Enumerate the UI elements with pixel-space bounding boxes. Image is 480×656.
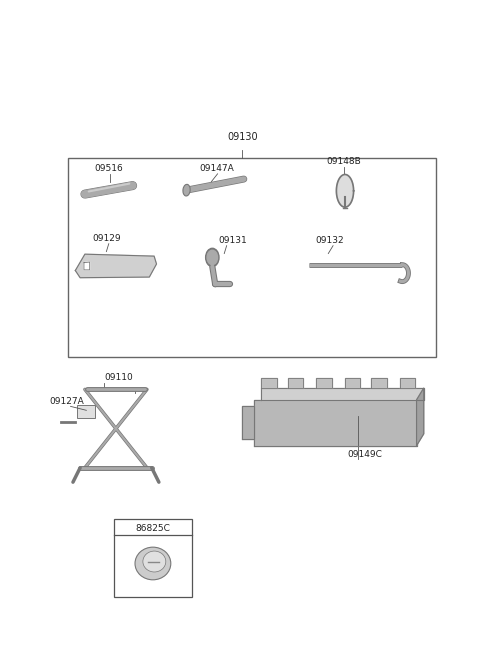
Text: 09516: 09516: [95, 164, 123, 173]
Bar: [68, 158, 436, 358]
Polygon shape: [288, 378, 303, 388]
Ellipse shape: [135, 547, 171, 580]
Polygon shape: [400, 378, 415, 388]
Text: 86825C: 86825C: [135, 524, 170, 533]
Circle shape: [205, 249, 219, 266]
Ellipse shape: [143, 551, 166, 572]
Circle shape: [207, 251, 217, 264]
Ellipse shape: [183, 184, 190, 196]
Polygon shape: [262, 378, 277, 388]
Text: 09147A: 09147A: [199, 164, 234, 173]
Text: 09132: 09132: [315, 236, 344, 245]
FancyBboxPatch shape: [77, 405, 95, 418]
Polygon shape: [84, 262, 90, 270]
Polygon shape: [345, 378, 360, 388]
Polygon shape: [254, 400, 417, 445]
Text: 09148B: 09148B: [327, 157, 361, 166]
Polygon shape: [417, 388, 424, 445]
Text: 09129: 09129: [92, 234, 120, 243]
Text: 09127A: 09127A: [49, 398, 84, 406]
Text: 09130: 09130: [227, 133, 258, 142]
Polygon shape: [371, 378, 386, 388]
Text: 09110: 09110: [104, 373, 133, 382]
Bar: [114, 519, 192, 597]
Polygon shape: [336, 174, 354, 207]
Polygon shape: [316, 378, 332, 388]
Text: 09131: 09131: [218, 236, 247, 245]
Text: 09149C: 09149C: [348, 449, 382, 459]
Polygon shape: [242, 406, 254, 439]
Polygon shape: [75, 254, 156, 277]
Polygon shape: [262, 388, 424, 400]
